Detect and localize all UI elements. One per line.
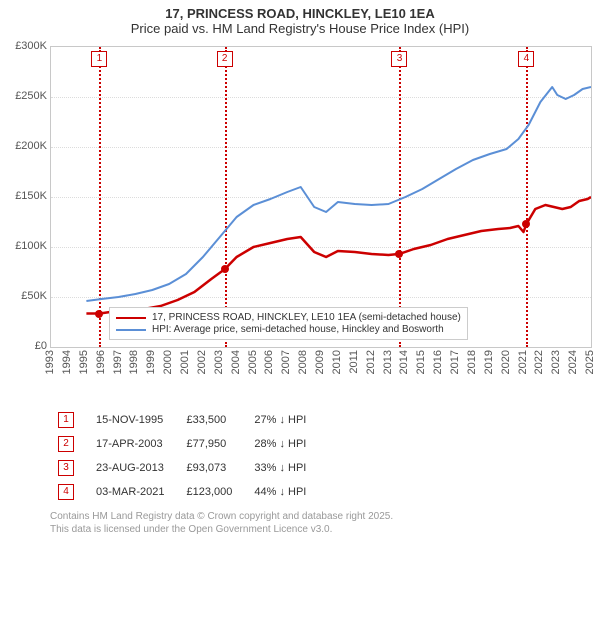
legend-row-hpi: HPI: Average price, semi-detached house,… — [116, 324, 461, 335]
sale-idx-2: 2 — [58, 436, 74, 452]
sale-price-1: £33,500 — [178, 408, 246, 432]
sale-price-4: £123,000 — [178, 480, 246, 504]
x-axis-label: 2017 — [449, 350, 461, 374]
x-axis-label: 1999 — [145, 350, 157, 374]
sale-price-3: £93,073 — [178, 456, 246, 480]
x-axis-label: 2001 — [179, 350, 191, 374]
y-axis-label: £250K — [0, 90, 47, 102]
y-axis-label: £0 — [0, 340, 47, 352]
sale-hpi-4: 44% ↓ HPI — [246, 480, 320, 504]
sale-row-3: 3 23-AUG-2013 £93,073 33% ↓ HPI — [50, 456, 320, 480]
x-axis-label: 1994 — [61, 350, 73, 374]
sale-marker-3: 3 — [391, 51, 407, 67]
legend-row-price-paid: 17, PRINCESS ROAD, HINCKLEY, LE10 1EA (s… — [116, 312, 461, 323]
x-axis-label: 1996 — [95, 350, 107, 374]
sale-row-4: 4 03-MAR-2021 £123,000 44% ↓ HPI — [50, 480, 320, 504]
series-line-price_paid — [86, 197, 591, 314]
x-axis-label: 2002 — [196, 350, 208, 374]
sales-table: 1 15-NOV-1995 £33,500 27% ↓ HPI 2 17-APR… — [50, 408, 320, 504]
legend-label-price-paid: 17, PRINCESS ROAD, HINCKLEY, LE10 1EA (s… — [152, 312, 461, 323]
sale-dot-3 — [395, 250, 403, 258]
sale-marker-1: 1 — [91, 51, 107, 67]
x-axis-label: 1998 — [128, 350, 140, 374]
x-axis-label: 2025 — [584, 350, 596, 374]
footer-line2: This data is licensed under the Open Gov… — [50, 523, 600, 536]
legend-label-hpi: HPI: Average price, semi-detached house,… — [152, 324, 444, 335]
sale-dot-1 — [95, 310, 103, 318]
sale-date-4: 03-MAR-2021 — [88, 480, 178, 504]
sale-date-1: 15-NOV-1995 — [88, 408, 178, 432]
sale-date-3: 23-AUG-2013 — [88, 456, 178, 480]
x-axis-label: 2024 — [567, 350, 579, 374]
x-axis-label: 1993 — [44, 350, 56, 374]
sale-hpi-3: 33% ↓ HPI — [246, 456, 320, 480]
footer: Contains HM Land Registry data © Crown c… — [50, 510, 600, 536]
x-axis-label: 2018 — [466, 350, 478, 374]
y-axis-label: £300K — [0, 40, 47, 52]
sale-marker-2: 2 — [217, 51, 233, 67]
x-axis-label: 2012 — [365, 350, 377, 374]
series-line-hpi — [86, 87, 591, 301]
sale-idx-3: 3 — [58, 460, 74, 476]
sale-idx-4: 4 — [58, 484, 74, 500]
x-axis-label: 2003 — [213, 350, 225, 374]
legend-swatch-price-paid — [116, 317, 146, 319]
x-axis-label: 2021 — [517, 350, 529, 374]
sale-date-2: 17-APR-2003 — [88, 432, 178, 456]
x-axis-label: 2008 — [297, 350, 309, 374]
sale-dot-2 — [221, 265, 229, 273]
x-axis-label: 2010 — [331, 350, 343, 374]
sale-row-1: 1 15-NOV-1995 £33,500 27% ↓ HPI — [50, 408, 320, 432]
x-axis-label: 2007 — [280, 350, 292, 374]
sale-hpi-1: 27% ↓ HPI — [246, 408, 320, 432]
series-svg — [51, 47, 591, 347]
x-axis-label: 2013 — [382, 350, 394, 374]
sale-dot-4 — [522, 220, 530, 228]
footer-line1: Contains HM Land Registry data © Crown c… — [50, 510, 600, 523]
plot-outer: 17, PRINCESS ROAD, HINCKLEY, LE10 1EA (s… — [0, 38, 600, 406]
title-line2: Price paid vs. HM Land Registry's House … — [8, 21, 592, 36]
plot-area: 17, PRINCESS ROAD, HINCKLEY, LE10 1EA (s… — [50, 46, 592, 348]
x-axis-label: 2004 — [230, 350, 242, 374]
y-axis-label: £50K — [0, 290, 47, 302]
legend: 17, PRINCESS ROAD, HINCKLEY, LE10 1EA (s… — [109, 307, 468, 340]
x-axis-label: 2014 — [398, 350, 410, 374]
x-axis-label: 2000 — [162, 350, 174, 374]
x-axis-label: 2020 — [500, 350, 512, 374]
sale-marker-4: 4 — [518, 51, 534, 67]
y-axis-label: £150K — [0, 190, 47, 202]
x-axis-label: 2006 — [263, 350, 275, 374]
x-axis-label: 2023 — [550, 350, 562, 374]
x-axis-label: 2009 — [314, 350, 326, 374]
y-axis-label: £200K — [0, 140, 47, 152]
x-axis-label: 2022 — [533, 350, 545, 374]
y-axis-label: £100K — [0, 240, 47, 252]
x-axis-label: 2011 — [348, 350, 360, 374]
title-line1: 17, PRINCESS ROAD, HINCKLEY, LE10 1EA — [8, 6, 592, 21]
sale-price-2: £77,950 — [178, 432, 246, 456]
x-axis-labels: 1993199419951996199719981999200020012002… — [50, 350, 590, 402]
chart-title-block: 17, PRINCESS ROAD, HINCKLEY, LE10 1EA Pr… — [0, 0, 600, 38]
sale-row-2: 2 17-APR-2003 £77,950 28% ↓ HPI — [50, 432, 320, 456]
legend-swatch-hpi — [116, 329, 146, 331]
sale-idx-1: 1 — [58, 412, 74, 428]
x-axis-label: 1995 — [78, 350, 90, 374]
x-axis-label: 2005 — [247, 350, 259, 374]
sale-hpi-2: 28% ↓ HPI — [246, 432, 320, 456]
x-axis-label: 2016 — [432, 350, 444, 374]
x-axis-label: 2015 — [415, 350, 427, 374]
x-axis-label: 2019 — [483, 350, 495, 374]
x-axis-label: 1997 — [112, 350, 124, 374]
